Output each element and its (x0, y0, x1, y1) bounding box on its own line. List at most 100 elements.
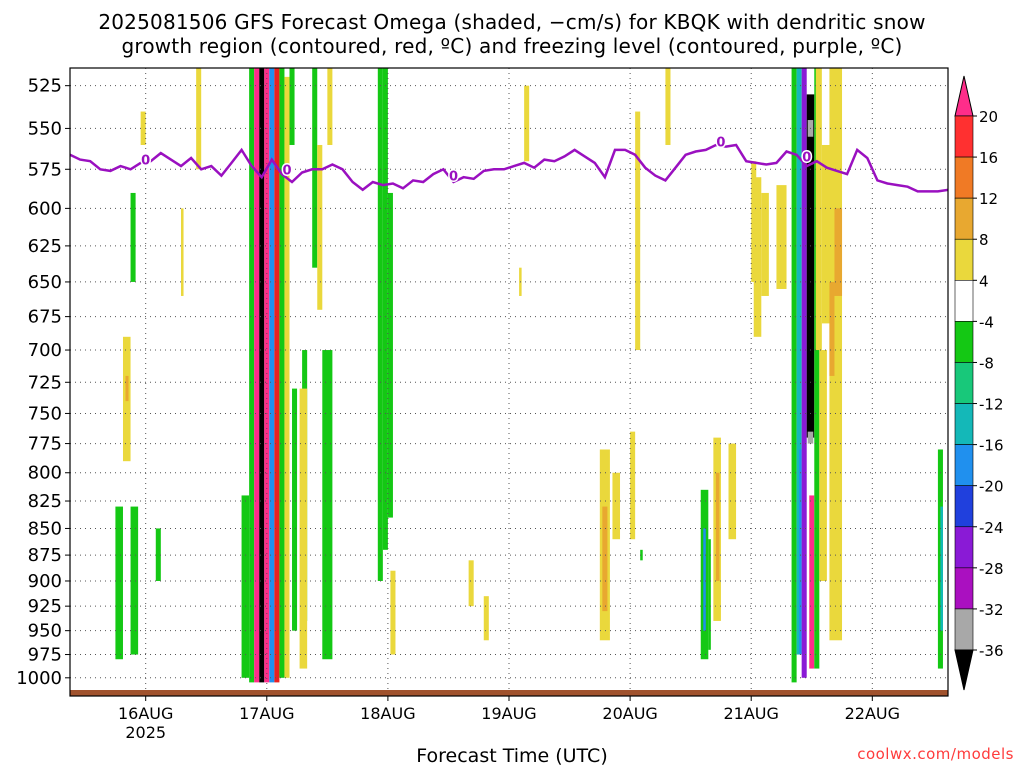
x-tick-label: 17AUG (239, 704, 294, 723)
colorbar-label: 16 (979, 149, 998, 167)
colorbar-label: 4 (979, 272, 989, 290)
omega-shaded-region (807, 431, 814, 444)
omega-shaded-region (809, 495, 815, 669)
colorbar-swatch (954, 115, 974, 158)
x-axis-label: Forecast Time (UTC) (416, 745, 608, 767)
colorbar-swatch (954, 321, 974, 363)
omega-shaded-region (821, 144, 832, 324)
contour-label: 0 (716, 136, 725, 151)
omega-shaded-region (254, 68, 260, 683)
x-tick-label: 18AUG (360, 704, 415, 723)
omega-shaded-region (274, 68, 280, 683)
omega-shaded-region (524, 85, 530, 162)
omega-shaded-region (259, 68, 265, 683)
omega-shaded-region (269, 68, 275, 683)
omega-shaded-region (640, 549, 643, 561)
colorbar-label: -8 (979, 354, 994, 372)
omega-shaded-region (327, 68, 333, 145)
contour-label: 0 (802, 150, 811, 165)
contour-label: 0 (282, 163, 291, 178)
omega-shaded-region (612, 472, 621, 540)
y-tick-label: 775 (28, 434, 62, 455)
contour-label: 0 (449, 170, 458, 185)
chart-title-line-2: growth region (contoured, red, ºC) and f… (121, 34, 903, 58)
x-tick-label: 20AUG (602, 704, 657, 723)
omega-shaded-region (377, 68, 383, 581)
y-tick-label: 1000 (16, 668, 62, 689)
y-tick-label: 925 (28, 596, 62, 617)
omega-shaded-region (292, 388, 298, 631)
colorbar-label: 12 (979, 190, 998, 208)
colorbar-top-arrow (954, 75, 974, 117)
omega-shaded-region (284, 76, 290, 678)
colorbar-label: -16 (979, 437, 1004, 455)
colorbar-swatch (954, 238, 974, 281)
omega-shaded-region (387, 192, 393, 518)
omega-shaded-region (715, 472, 720, 581)
colorbar-label: -28 (979, 560, 1004, 578)
y-tick-label: 575 (28, 159, 62, 180)
source-credit: coolwx.com/models (857, 745, 1014, 763)
colorbar-swatch (954, 485, 974, 528)
omega-shaded-region (322, 350, 333, 660)
y-tick-label: 600 (28, 198, 62, 219)
colorbar-label: -36 (979, 642, 1004, 660)
omega-shaded-region (829, 281, 835, 376)
omega-shaded-region (776, 185, 787, 289)
x-tick-label: 19AUG (481, 704, 536, 723)
omega-shaded-region (196, 68, 202, 170)
omega-shaded-region (390, 570, 396, 655)
omega-shaded-region (312, 68, 318, 268)
freezing-level-contour (70, 143, 948, 193)
y-tick-label: 850 (28, 518, 62, 539)
x-tick-label: 16AUG (118, 704, 173, 723)
omega-shaded-region (703, 528, 706, 631)
omega-shaded-region (834, 208, 843, 296)
omega-shaded-region (761, 192, 769, 296)
omega-shaded-region (791, 68, 797, 683)
omega-shaded-region (796, 68, 802, 655)
y-tick-label: 550 (28, 118, 62, 139)
colorbar-bottom-arrow (954, 649, 974, 691)
omega-shaded-region (602, 506, 608, 612)
colorbar: 20 16 12 8 4 -4 -8 -12 -16 -20 -24 -28 -32 -36 (954, 75, 1004, 691)
plot-area: 0 0 0 0 0 (70, 68, 948, 696)
colorbar-swatch (954, 280, 974, 322)
y-tick-label: 800 (28, 463, 62, 484)
colorbar-label: -12 (979, 396, 1004, 414)
omega-shaded-region (130, 506, 139, 655)
colorbar-swatch (954, 526, 974, 569)
omega-shaded-region (181, 208, 184, 296)
y-tick-label: 725 (28, 372, 62, 393)
contour-label: 0 (141, 154, 150, 169)
omega-shaded-region (708, 539, 711, 650)
chart-title-line-1: 2025081506 GFS Forecast Omega (shaded, −… (98, 10, 926, 34)
y-tick-label: 625 (28, 236, 62, 257)
y-tick-label: 950 (28, 621, 62, 642)
omega-shaded-region (665, 68, 671, 145)
y-tick-label: 525 (28, 76, 62, 97)
omega-shaded-region (468, 560, 474, 607)
colorbar-swatch (954, 444, 974, 486)
y-tick-label: 900 (28, 571, 62, 592)
omega-shaded-region (125, 375, 129, 402)
y-tick-label: 825 (28, 491, 62, 512)
omega-shaded-region (814, 68, 820, 669)
x-tick-sublabel: 2025 (125, 723, 166, 742)
omega-shaded-region (753, 177, 762, 337)
colorbar-swatch (954, 608, 974, 651)
colorbar-label: 20 (979, 108, 998, 126)
colorbar-label: -20 (979, 478, 1004, 496)
colorbar-label: -4 (979, 313, 994, 331)
omega-shaded-region (130, 192, 136, 282)
x-tick-label: 22AUG (845, 704, 900, 723)
omega-shaded-region (264, 68, 270, 683)
colorbar-swatch (954, 567, 974, 610)
colorbar-swatch (954, 362, 974, 404)
omega-shaded-region (115, 506, 123, 660)
omega-shaded-region (630, 431, 636, 540)
omega-shaded-region (241, 495, 250, 678)
omega-shaded-region (279, 68, 285, 678)
colorbar-label: 8 (979, 231, 989, 249)
